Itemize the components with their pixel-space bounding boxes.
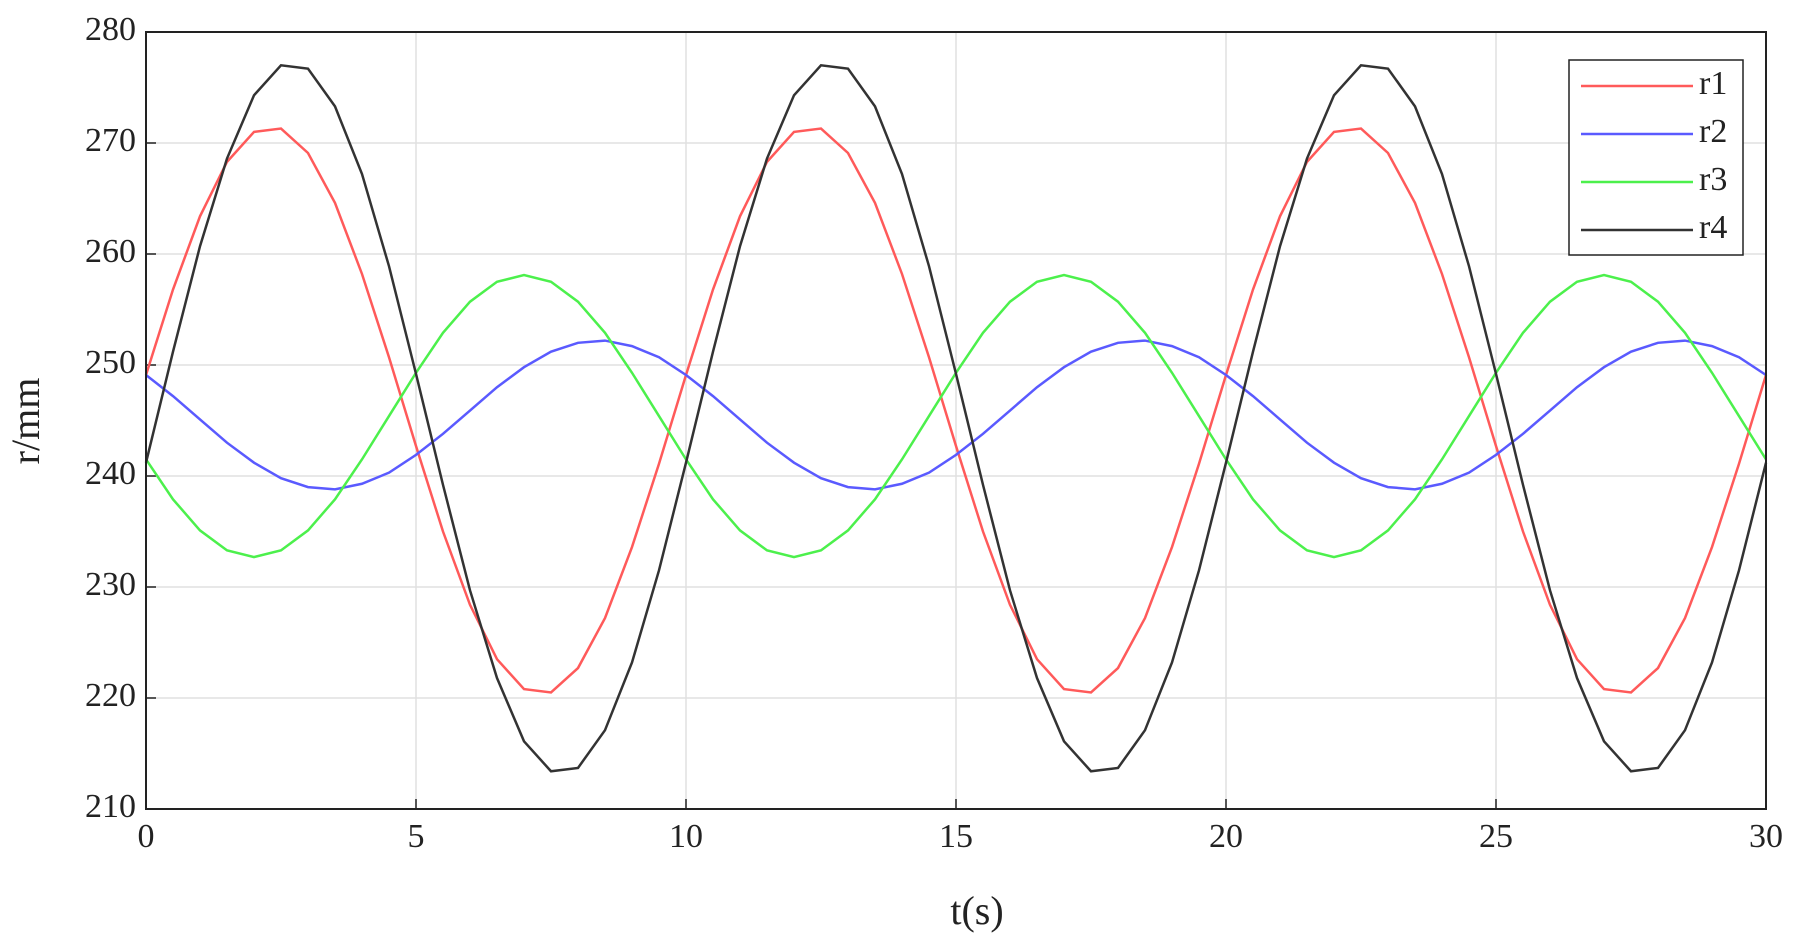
x-axis-label: t(s) xyxy=(950,888,1003,933)
legend-label: r1 xyxy=(1699,65,1727,102)
y-tick-label: 270 xyxy=(85,122,136,159)
legend-box xyxy=(1568,59,1744,256)
y-axis-label: r/mm xyxy=(3,378,48,465)
line-series xyxy=(144,63,1768,773)
y-tick-label: 240 xyxy=(85,455,136,492)
x-tick-label: 30 xyxy=(1749,818,1783,855)
x-tick-label: 20 xyxy=(1209,818,1243,855)
y-tick-label: 210 xyxy=(85,788,136,825)
legend-label: r4 xyxy=(1699,209,1727,246)
line-series xyxy=(145,339,1767,491)
line-series xyxy=(144,127,1768,694)
y-tick-label: 230 xyxy=(85,566,136,603)
x-tick-label: 10 xyxy=(669,818,703,855)
x-tick-label: 15 xyxy=(939,818,973,855)
y-tick-label: 260 xyxy=(85,233,136,270)
x-tick-label: 25 xyxy=(1479,818,1513,855)
y-tick-label: 220 xyxy=(85,677,136,714)
x-tick-label: 0 xyxy=(138,818,155,855)
x-tick-label: 5 xyxy=(408,818,425,855)
legend-label: r2 xyxy=(1699,113,1727,150)
axes-frame xyxy=(145,31,1767,810)
legend-label: r3 xyxy=(1699,161,1727,198)
y-tick-label: 250 xyxy=(85,344,136,381)
y-tick-label: 280 xyxy=(85,11,136,48)
